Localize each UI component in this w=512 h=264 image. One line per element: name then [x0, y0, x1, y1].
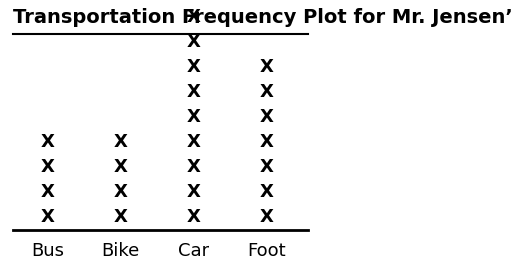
- Text: X: X: [187, 158, 201, 176]
- Text: X: X: [114, 208, 127, 226]
- Text: X: X: [260, 158, 274, 176]
- Text: X: X: [114, 133, 127, 151]
- Text: X: X: [41, 133, 55, 151]
- Text: X: X: [260, 108, 274, 126]
- Text: X: X: [187, 32, 201, 51]
- Text: X: X: [41, 183, 55, 201]
- Text: X: X: [114, 158, 127, 176]
- Text: X: X: [187, 58, 201, 76]
- Text: X: X: [260, 208, 274, 226]
- Text: X: X: [41, 208, 55, 226]
- Text: X: X: [187, 7, 201, 26]
- Text: X: X: [187, 108, 201, 126]
- Text: X: X: [187, 83, 201, 101]
- Text: X: X: [187, 133, 201, 151]
- Text: X: X: [187, 208, 201, 226]
- Text: X: X: [114, 183, 127, 201]
- Text: X: X: [260, 183, 274, 201]
- Text: Bus: Bus: [31, 242, 64, 260]
- Text: Transportation Frequency Plot for Mr. Jensen’s Class: Transportation Frequency Plot for Mr. Je…: [13, 8, 512, 27]
- Text: X: X: [260, 58, 274, 76]
- Text: Foot: Foot: [248, 242, 286, 260]
- Text: X: X: [41, 158, 55, 176]
- Text: Car: Car: [178, 242, 209, 260]
- Text: Bike: Bike: [102, 242, 140, 260]
- Text: X: X: [187, 183, 201, 201]
- Text: X: X: [260, 133, 274, 151]
- Text: X: X: [260, 83, 274, 101]
